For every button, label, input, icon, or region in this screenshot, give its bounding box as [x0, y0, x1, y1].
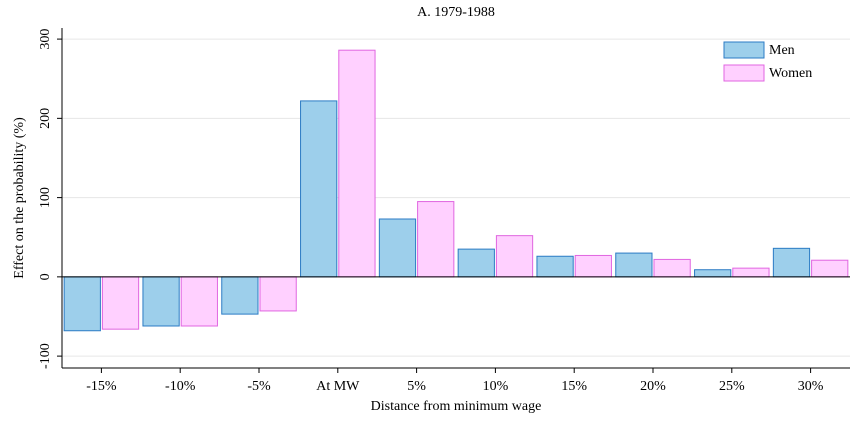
legend-swatch	[723, 64, 765, 82]
bar	[772, 247, 811, 278]
x-tick-label: -15%	[86, 379, 117, 394]
y-axis-label: Effect on the probability (%)	[12, 117, 27, 279]
bar	[694, 269, 732, 278]
bar	[536, 255, 574, 278]
bar	[615, 252, 653, 278]
legend-swatch	[723, 41, 765, 59]
legend-label: Women	[769, 66, 812, 81]
bar	[259, 276, 297, 312]
y-tick-label: 300	[38, 29, 53, 50]
bar	[221, 276, 259, 315]
x-tick-label: 10%	[483, 379, 509, 394]
chart-title: A. 1979-1988	[417, 5, 495, 20]
bar	[457, 248, 495, 278]
bar	[378, 218, 417, 278]
x-tick-label: -5%	[247, 379, 271, 394]
bar	[417, 201, 455, 278]
bar	[338, 49, 376, 278]
x-axis-label: Distance from minimum wage	[371, 399, 542, 414]
x-tick-label: -10%	[165, 379, 196, 394]
bar	[495, 235, 534, 278]
y-tick-label: 200	[38, 108, 53, 129]
legend-label: Men	[769, 43, 795, 58]
x-tick-label: 20%	[640, 379, 666, 394]
bar	[574, 254, 612, 278]
bar	[811, 259, 849, 278]
x-tick-label: 25%	[719, 379, 745, 394]
y-tick-label: -100	[38, 343, 53, 369]
bar	[142, 276, 180, 327]
x-tick-label: At MW	[316, 379, 360, 394]
y-tick-label: 100	[38, 187, 53, 208]
bar	[732, 267, 770, 278]
bar	[180, 276, 218, 327]
bar	[300, 100, 338, 278]
bar	[101, 276, 140, 330]
bar	[63, 276, 101, 332]
bar	[653, 258, 691, 278]
x-tick-label: 5%	[407, 379, 426, 394]
y-tick-label: 0	[38, 273, 53, 280]
x-tick-label: 15%	[561, 379, 587, 394]
x-tick-label: 30%	[798, 379, 824, 394]
